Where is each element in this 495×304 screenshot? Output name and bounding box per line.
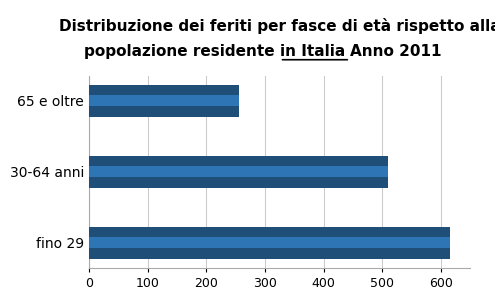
Text: Distribuzione dei feriti per fasce di età rispetto alla: Distribuzione dei feriti per fasce di et… <box>59 18 495 34</box>
Text: in Italia: in Italia <box>280 44 350 59</box>
Text: Anno 2011: Anno 2011 <box>350 44 442 59</box>
Bar <box>89 237 450 248</box>
Bar <box>89 95 239 106</box>
Bar <box>89 227 450 259</box>
Bar <box>89 85 239 117</box>
Bar <box>89 156 388 188</box>
Bar <box>89 166 388 177</box>
Text: popolazione residente: popolazione residente <box>84 44 280 59</box>
